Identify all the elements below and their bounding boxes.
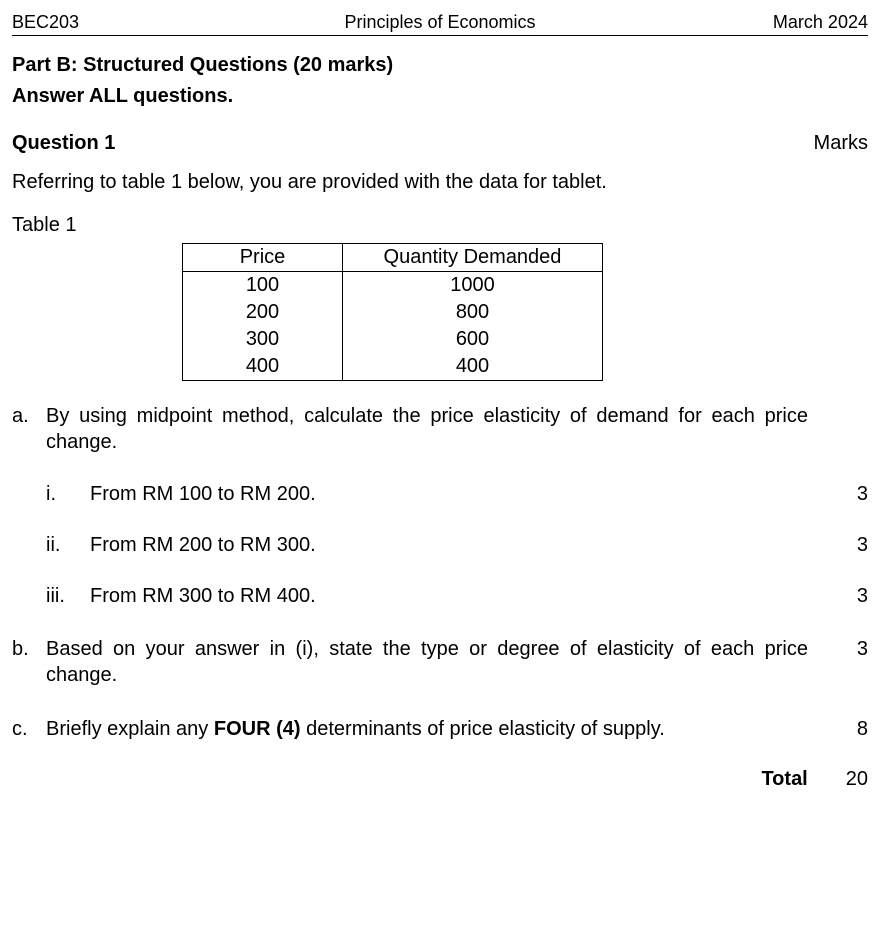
sub-num: i. — [46, 483, 90, 506]
total-row: Total 20 — [12, 768, 868, 791]
item-c-bold: FOUR (4) — [214, 718, 301, 740]
page-header: BEC203 Principles of Economics March 202… — [12, 12, 868, 36]
total-label: Total — [761, 768, 807, 791]
subitem-a-i: i. From RM 100 to RM 200. 3 — [12, 483, 868, 506]
table-row: 400 400 — [183, 353, 603, 381]
table-row: 100 1000 — [183, 272, 603, 300]
cell-price: 300 — [183, 326, 343, 353]
marks-heading: Marks — [814, 132, 868, 155]
cell-qty: 1000 — [343, 272, 603, 300]
item-c-pre: Briefly explain any — [46, 718, 214, 740]
item-a: a. By using midpoint method, calculate t… — [12, 403, 868, 455]
exam-date: March 2024 — [583, 12, 868, 33]
part-title: Part B: Structured Questions (20 marks) — [12, 54, 868, 77]
course-title: Principles of Economics — [297, 12, 582, 33]
cell-price: 400 — [183, 353, 343, 381]
data-table: Price Quantity Demanded 100 1000 200 800… — [182, 243, 603, 381]
sub-text: From RM 200 to RM 300. — [90, 534, 828, 557]
item-letter: b. — [12, 636, 46, 662]
answer-instruction: Answer ALL questions. — [12, 85, 868, 108]
cell-price: 100 — [183, 272, 343, 300]
sub-text: From RM 300 to RM 400. — [90, 585, 828, 608]
cell-qty: 800 — [343, 299, 603, 326]
cell-qty: 600 — [343, 326, 603, 353]
question-heading-row: Question 1 Marks — [12, 132, 868, 155]
item-c: c. Briefly explain any FOUR (4) determin… — [12, 716, 868, 742]
subitem-a-ii: ii. From RM 200 to RM 300. 3 — [12, 534, 868, 557]
item-letter: c. — [12, 716, 46, 742]
item-c-post: determinants of price elasticity of supp… — [301, 718, 665, 740]
cell-qty: 400 — [343, 353, 603, 381]
col-header-price: Price — [183, 244, 343, 272]
sub-mark: 3 — [828, 483, 868, 506]
item-mark: 8 — [828, 716, 868, 742]
sub-text: From RM 100 to RM 200. — [90, 483, 828, 506]
col-header-qty: Quantity Demanded — [343, 244, 603, 272]
table-row: 300 600 — [183, 326, 603, 353]
total-value: 20 — [846, 768, 868, 791]
cell-price: 200 — [183, 299, 343, 326]
table-header-row: Price Quantity Demanded — [183, 244, 603, 272]
item-text: Based on your answer in (i), state the t… — [46, 636, 828, 688]
table-label: Table 1 — [12, 214, 868, 237]
item-text: By using midpoint method, calculate the … — [46, 403, 828, 455]
item-letter: a. — [12, 403, 46, 429]
sub-num: iii. — [46, 585, 90, 608]
question-label: Question 1 — [12, 132, 115, 155]
sub-mark: 3 — [828, 585, 868, 608]
subitem-a-iii: iii. From RM 300 to RM 400. 3 — [12, 585, 868, 608]
sub-mark: 3 — [828, 534, 868, 557]
sub-num: ii. — [46, 534, 90, 557]
item-mark: 3 — [828, 636, 868, 662]
item-text: Briefly explain any FOUR (4) determinant… — [46, 716, 828, 742]
question-intro: Referring to table 1 below, you are prov… — [12, 169, 868, 196]
item-b: b. Based on your answer in (i), state th… — [12, 636, 868, 688]
course-code: BEC203 — [12, 12, 297, 33]
table-row: 200 800 — [183, 299, 603, 326]
